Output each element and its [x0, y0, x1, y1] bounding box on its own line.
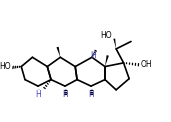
Polygon shape: [105, 55, 109, 67]
Text: Ḣ: Ḣ: [62, 90, 68, 99]
Polygon shape: [113, 39, 116, 49]
Text: OH: OH: [140, 60, 152, 69]
Text: Ḣ: Ḣ: [35, 90, 41, 99]
Text: H: H: [90, 51, 96, 60]
Text: HO: HO: [100, 31, 111, 40]
Text: HO: HO: [0, 62, 11, 71]
Text: Ḣ: Ḣ: [88, 90, 94, 99]
Polygon shape: [56, 47, 60, 57]
